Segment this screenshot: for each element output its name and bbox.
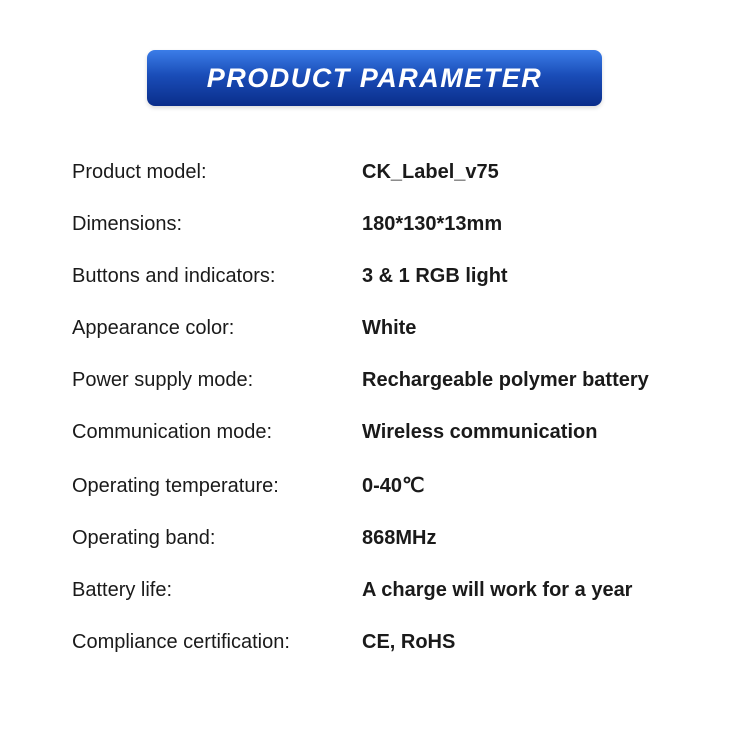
table-row: Appearance color: White [72, 317, 719, 340]
spec-label: Power supply mode: [72, 369, 362, 392]
spec-label: Buttons and indicators: [72, 265, 362, 288]
spec-value: Wireless communication [362, 421, 597, 444]
spec-value: 0-40℃ [362, 473, 425, 498]
spec-value: White [362, 317, 416, 340]
table-row: Operating band: 868MHz [72, 527, 719, 550]
header-title: PRODUCT PARAMETER [207, 63, 543, 94]
spec-table: Product model: CK_Label_v75 Dimensions: … [0, 161, 749, 654]
table-row: Dimensions: 180*130*13mm [72, 213, 719, 236]
table-row: Product model: CK_Label_v75 [72, 161, 719, 184]
spec-label: Communication mode: [72, 421, 362, 444]
spec-label: Operating temperature: [72, 475, 362, 498]
spec-label: Dimensions: [72, 213, 362, 236]
spec-label: Compliance certification: [72, 631, 362, 654]
table-row: Operating temperature: 0-40℃ [72, 473, 719, 498]
spec-value: CK_Label_v75 [362, 161, 499, 184]
spec-value: CE, RoHS [362, 631, 455, 654]
spec-value: 868MHz [362, 527, 436, 550]
table-row: Battery life: A charge will work for a y… [72, 579, 719, 602]
spec-value: 180*130*13mm [362, 213, 502, 236]
table-row: Compliance certification: CE, RoHS [72, 631, 719, 654]
spec-value: Rechargeable polymer battery [362, 369, 649, 392]
header-banner: PRODUCT PARAMETER [147, 50, 602, 106]
spec-label: Operating band: [72, 527, 362, 550]
spec-label: Appearance color: [72, 317, 362, 340]
table-row: Communication mode: Wireless communicati… [72, 421, 719, 444]
spec-label: Product model: [72, 161, 362, 184]
spec-value: A charge will work for a year [362, 579, 632, 602]
spec-value: 3 & 1 RGB light [362, 265, 508, 288]
spec-label: Battery life: [72, 579, 362, 602]
table-row: Power supply mode: Rechargeable polymer … [72, 369, 719, 392]
table-row: Buttons and indicators: 3 & 1 RGB light [72, 265, 719, 288]
